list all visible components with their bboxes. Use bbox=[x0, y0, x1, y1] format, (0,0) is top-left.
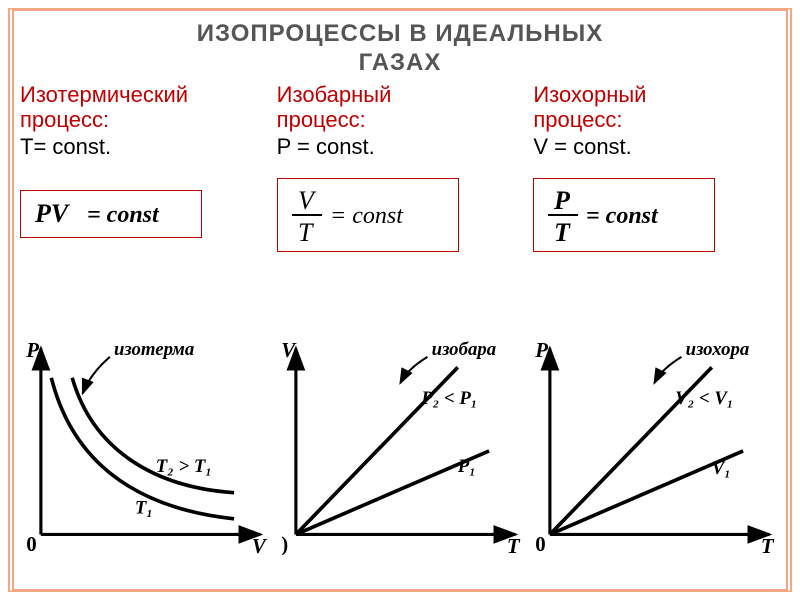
proc-name-isochoric: Изохорный процесс: bbox=[533, 82, 780, 133]
formula-isothermal: PV = const bbox=[20, 190, 202, 238]
svg-text:T: T bbox=[507, 534, 521, 555]
col-isothermal: Изотермический процесс: T= const. PV = c… bbox=[20, 82, 267, 258]
chart-1: V T ) P₁ P₂ < P₁ изобара bbox=[275, 336, 526, 555]
svg-text:T: T bbox=[554, 218, 571, 247]
chart-wrapper-1: V T ) P₁ P₂ < P₁ изобара bbox=[275, 336, 526, 560]
col-isochoric: Изохорный процесс: V = const. P T = cons… bbox=[533, 82, 780, 258]
formula-isochoric: P T = const bbox=[533, 178, 715, 252]
svg-text:P: P bbox=[553, 186, 571, 215]
svg-text:изохора: изохора bbox=[686, 338, 750, 359]
svg-text:изотерма: изотерма bbox=[114, 338, 194, 359]
proc-name-isothermal: Изотермический процесс: bbox=[20, 82, 267, 133]
chart-2: P T 0 V₁ V₂ < V₁ изохора bbox=[529, 336, 780, 555]
chart-0: P V 0 T₁T₂ > T₁ изотерма bbox=[20, 336, 271, 555]
svg-text:T₁: T₁ bbox=[135, 497, 153, 518]
process-columns: Изотермический процесс: T= const. PV = c… bbox=[20, 82, 780, 258]
title-line1: ИЗОПРОЦЕССЫ В ИДЕАЛЬНЫХ bbox=[197, 20, 604, 47]
svg-text:V: V bbox=[252, 534, 268, 555]
svg-text:V₂ < V₁: V₂ < V₁ bbox=[676, 388, 734, 409]
svg-text:T: T bbox=[761, 534, 775, 555]
svg-text:P: P bbox=[535, 338, 549, 362]
svg-text:): ) bbox=[281, 532, 288, 555]
svg-text:= const: = const bbox=[87, 202, 160, 228]
svg-text:0: 0 bbox=[26, 532, 36, 555]
col-isobaric: Изобарный процесс: P = const. V T = cons… bbox=[277, 82, 524, 258]
svg-text:0: 0 bbox=[536, 532, 546, 555]
proc-const-isochoric: V = const. bbox=[533, 134, 780, 160]
proc-const-isothermal: T= const. bbox=[20, 134, 267, 160]
page-title: ИЗОПРОЦЕССЫ В ИДЕАЛЬНЫХ ГАЗАХ bbox=[20, 20, 780, 78]
svg-text:изобара: изобара bbox=[431, 338, 495, 359]
svg-text:V: V bbox=[281, 338, 297, 362]
title-line2: ГАЗАХ bbox=[359, 49, 442, 76]
svg-text:T₂ > T₁: T₂ > T₁ bbox=[156, 455, 212, 476]
svg-text:PV: PV bbox=[34, 199, 71, 228]
proc-const-isobaric: P = const. bbox=[277, 134, 524, 160]
svg-text:= const: = const bbox=[586, 203, 659, 229]
svg-text:= const: = const bbox=[330, 203, 404, 229]
svg-text:P₂ < P₁: P₂ < P₁ bbox=[420, 388, 477, 409]
charts-row: P V 0 T₁T₂ > T₁ изотерма V T ) P₁ P₂ < P₁… bbox=[20, 336, 780, 560]
proc-name-isobaric: Изобарный процесс: bbox=[277, 82, 524, 133]
svg-text:T: T bbox=[298, 218, 314, 247]
svg-text:V: V bbox=[298, 186, 317, 215]
formula-isobaric: V T = const bbox=[277, 178, 459, 252]
chart-wrapper-0: P V 0 T₁T₂ > T₁ изотерма bbox=[20, 336, 271, 560]
slide-content: ИЗОПРОЦЕССЫ В ИДЕАЛЬНЫХ ГАЗАХ Изотермиче… bbox=[20, 20, 780, 580]
svg-text:P: P bbox=[25, 338, 39, 362]
chart-wrapper-2: P T 0 V₁ V₂ < V₁ изохора bbox=[529, 336, 780, 560]
svg-text:P₁: P₁ bbox=[456, 455, 475, 476]
svg-text:V₁: V₁ bbox=[712, 458, 731, 479]
